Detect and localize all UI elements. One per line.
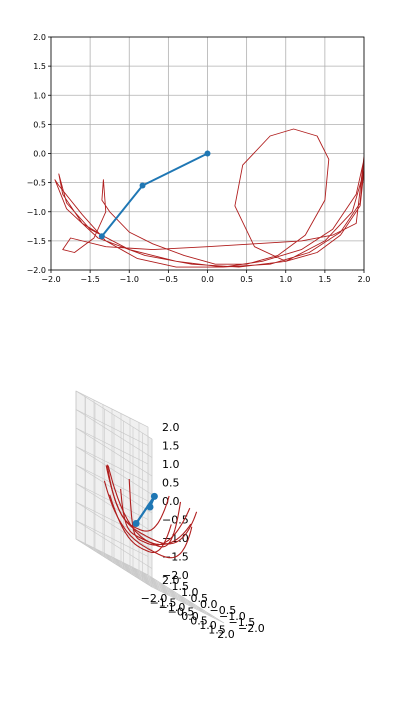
grid-line-floor [120,561,198,610]
grid-line-left [75,427,153,477]
grid-line-back [75,390,149,428]
grid-line-floor [147,574,225,624]
y-tick-label: 2.0 [162,574,180,587]
y-tick-label: −2.0 [238,622,265,635]
grid-line-left [75,390,153,440]
z-tick-label: 0.0 [162,495,180,508]
y-tick-label: 1.0 [181,586,199,599]
grid-line-floor [113,562,187,600]
trajectory-line [54,128,364,268]
y-tick-label: 1.0 [33,91,46,100]
chart-3d: −2.0−1.5−1.0−0.50.00.51.01.52.0 −2.0−1.5−… [75,390,265,641]
x-tick-label: −2.0 [141,592,168,605]
trajectory-curve [128,478,191,546]
grid-line-floor [129,565,207,615]
y-tick-label: 0.5 [191,592,209,605]
grid-line-floor [104,556,177,594]
z-tick-label: −2.0 [162,569,189,582]
y-tick-label: −2.0 [27,266,46,275]
z-tick-label: 2.0 [162,421,180,434]
pendulum-bob [204,150,211,157]
pendulum-bob [98,233,105,240]
x-tick-label: −1.5 [150,597,177,610]
x-tick-label: 0.0 [201,275,214,284]
pendulum-bob [132,520,140,527]
trajectory-curve [109,494,172,553]
z-tick-label: 1.5 [162,440,180,453]
plot-frame [50,36,365,271]
grid-line-left [75,409,153,458]
x-tick-label: 0.5 [240,275,253,284]
x-tick-label: 0.0 [181,610,199,623]
y-tick-label: 1.5 [172,580,190,593]
x-tick-label: −1.5 [80,275,99,284]
x-tick-label: −0.5 [159,275,178,284]
grid-line-back [75,464,149,502]
grid-line-left [75,446,153,495]
trajectory-curve [105,465,170,532]
grid-line-floor [85,544,158,582]
grid-line-floor [94,550,168,588]
x-tick-label: 2.0 [358,275,371,284]
grid-line-back [75,446,149,483]
y-tick-label: −1.0 [27,208,46,217]
pendulum-bob [150,492,158,500]
y-tick-label: 2.0 [33,33,46,42]
z-tick-label: 1.0 [162,458,180,471]
x-tick-label: 2.0 [217,628,235,641]
pendulum-bob [146,503,154,511]
z-tick-label: 0.5 [162,477,180,490]
x-tick-label: −0.5 [168,606,195,619]
y-tick-label: −1.5 [229,616,256,629]
y-tick-label: 0.0 [33,150,46,159]
chart-2d: −2.0 −1.5 −1.0 −0.5 0.0 0.5 1.0 1.5 2.0 −2.0 −1.5 −… [27,33,371,284]
y-tick-label: −0.5 [210,604,237,617]
y-tick-label: 0.0 [200,598,218,611]
y-tick-label: −1.5 [27,237,46,246]
grid-line-left [75,464,153,514]
grid-line-floor [75,538,149,576]
y-tick-label: −0.5 [27,179,46,188]
grid-line-back [75,427,149,465]
pendulum-bob [139,182,146,189]
x-tick-label: −1.0 [120,275,139,284]
x-tick-label: 1.0 [199,619,217,632]
x-tick-label: 1.5 [208,624,226,637]
pendulum-arm [101,152,208,237]
y-tick-label: −1.0 [219,610,246,623]
x-tick-label: 1.0 [279,275,292,284]
y-tick-label: 1.5 [33,62,46,71]
x-tick-label: 1.5 [319,275,332,284]
x-tick-label: 0.5 [190,615,208,628]
grid-line-floor [138,570,216,619]
y-tick-label: 0.5 [33,120,46,129]
z-tick-label: −0.5 [162,514,189,527]
grid-line-back [75,409,149,446]
x-tick-label: −2.0 [41,275,60,284]
x-tick-label: −1.0 [159,601,186,614]
